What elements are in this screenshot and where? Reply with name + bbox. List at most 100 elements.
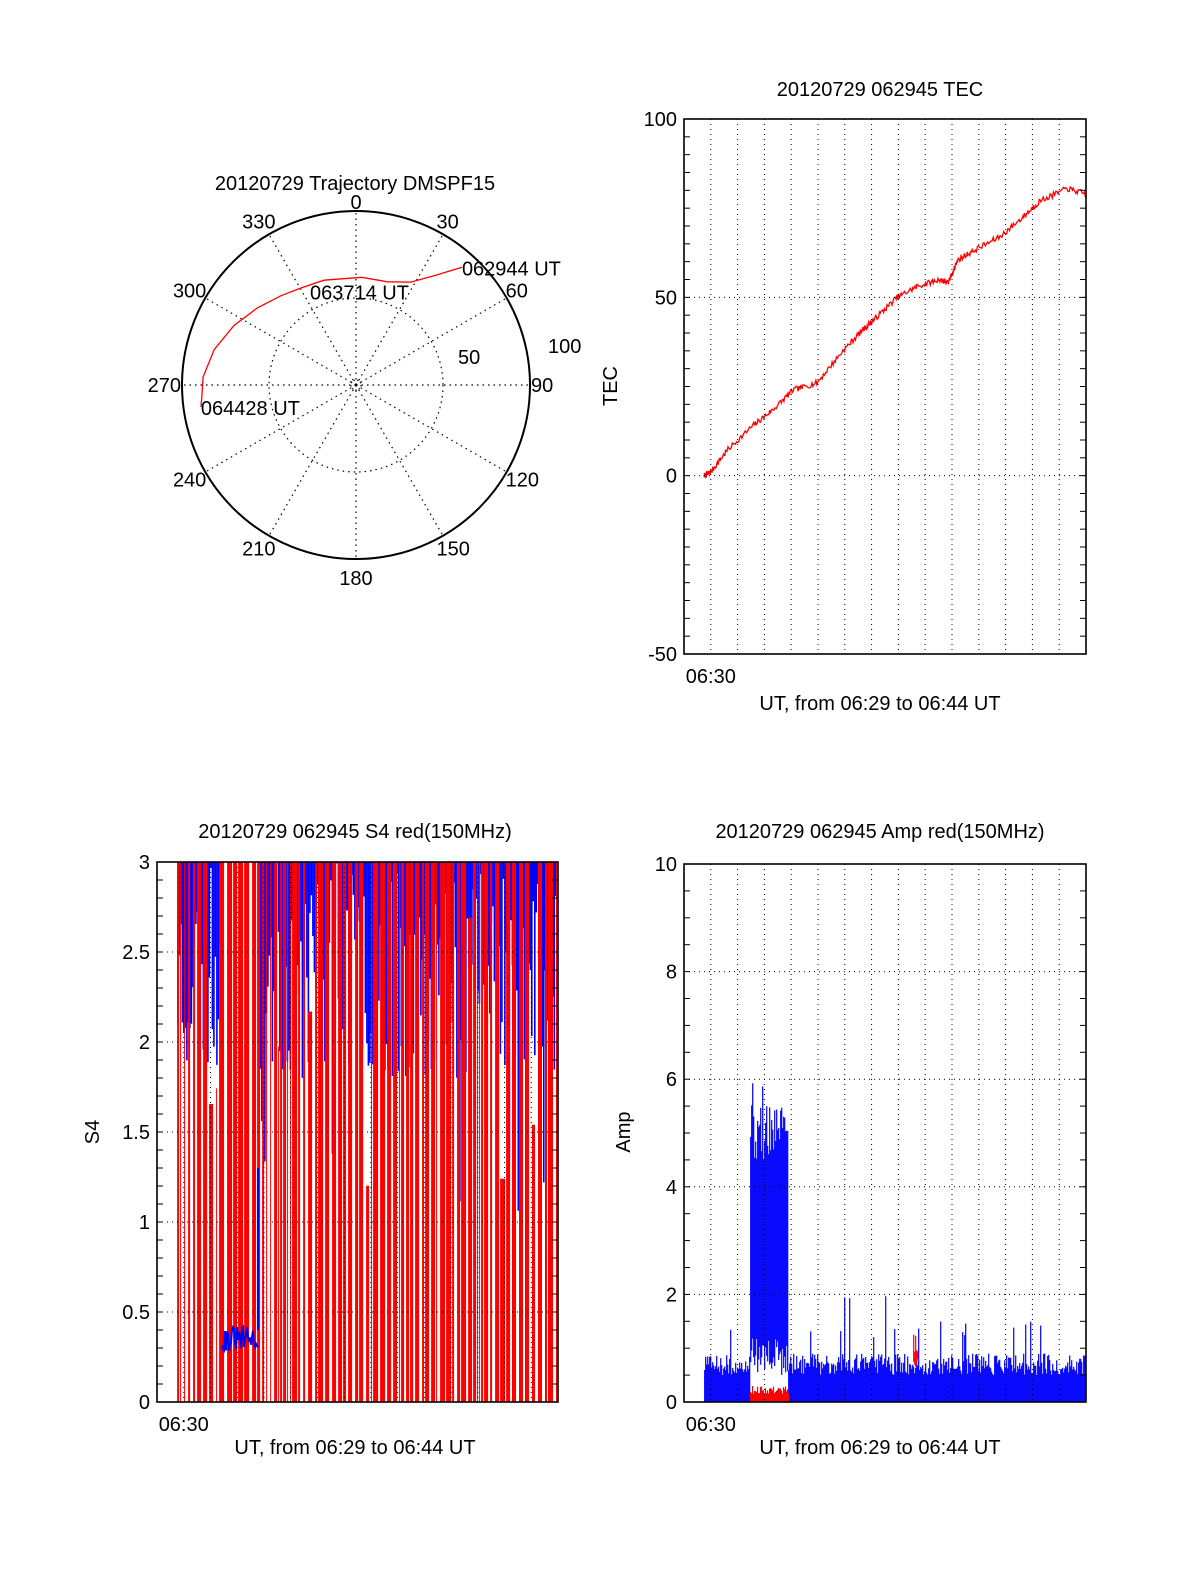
amp-blue-bar [952, 1357, 954, 1402]
amp-blue-bar [901, 1362, 903, 1402]
s4-panel: 20120729 062945 S4 red(150MHz) 0 0.5 1 1.5 2… [82, 821, 559, 1459]
amp-blue-bar [856, 1354, 858, 1402]
amp-blue-bar [908, 1374, 910, 1402]
s4-red-bar [193, 862, 196, 1402]
amp-blue-bar [706, 1364, 708, 1402]
tec-data [703, 186, 1087, 479]
s4-blue-bar [354, 862, 356, 940]
amp-blue-bar [987, 1365, 989, 1402]
amp-blue-bar [879, 1360, 881, 1402]
s4-red-bar [303, 862, 306, 1402]
s4-blue-bar [307, 862, 310, 1062]
amp-blue-bar [1027, 1369, 1029, 1402]
s4-blue-bar [178, 862, 181, 956]
amp-blue-bar [989, 1367, 991, 1402]
s4-blue-bar [264, 862, 266, 1162]
amp-red-bar [753, 1390, 756, 1402]
s4-data [177, 862, 559, 1402]
s4-blue-bar [537, 862, 539, 884]
polar-radial-circle [268, 297, 444, 473]
amp-blue-bar [1002, 1370, 1004, 1402]
amp-blue-bar [719, 1371, 721, 1402]
polar-angle-label: 180 [339, 568, 372, 590]
s4-red-bar [532, 1124, 535, 1402]
amp-blue-bar [875, 1367, 877, 1402]
polar-spoke [355, 384, 444, 536]
amp-blue-bar [708, 1364, 710, 1402]
amp-blue-bar [1033, 1362, 1035, 1402]
s4-blue-bar [195, 862, 197, 925]
amp-blue-bar [1073, 1366, 1075, 1402]
amp-blue-bar [704, 1370, 706, 1402]
s4-xlabel: UT, from 06:29 to 06:44 UT [234, 1437, 475, 1459]
s4-red-bar [278, 1046, 280, 1402]
s4-ticks [157, 879, 558, 1385]
amp-blue-bar [797, 1368, 799, 1402]
s4-blue-bar [429, 862, 431, 979]
amp-blue-bar [1024, 1374, 1026, 1402]
amp-blue-bar [998, 1360, 1000, 1402]
y-tick-label: 3 [139, 852, 150, 874]
s4-red-bar [188, 862, 191, 1402]
amp-blue-bar [1013, 1327, 1015, 1402]
amp-blue-bar [877, 1372, 879, 1402]
s4-blue-bar [304, 862, 307, 904]
s4-red-bar [338, 862, 343, 1402]
y-tick-label: 10 [655, 854, 677, 876]
amp-blue-bar [1052, 1363, 1054, 1402]
amp-blue-bar [811, 1357, 813, 1402]
amp-blue-bar [907, 1356, 909, 1402]
amp-blue-bar [917, 1365, 919, 1402]
amp-blue-bar [1049, 1360, 1051, 1402]
amp-blue-bar [774, 1110, 776, 1366]
amp-blue-bar [1012, 1371, 1014, 1402]
amp-blue-bar [1003, 1373, 1005, 1402]
amp-blue-bar [962, 1332, 964, 1402]
amp-blue-bar [1041, 1362, 1043, 1402]
amp-blue-bar [807, 1362, 809, 1402]
amp-blue-bar [1066, 1367, 1068, 1402]
amp-blue-bar [959, 1366, 961, 1402]
amp-blue-bar [931, 1371, 933, 1402]
amp-blue-bar [717, 1368, 719, 1402]
s4-grid [157, 862, 558, 1402]
amp-blue-bar [926, 1372, 928, 1402]
amp-blue-bar [743, 1371, 745, 1402]
s4-ylabel: S4 [82, 1120, 104, 1144]
s4-blue-bar [184, 862, 187, 1028]
amp-blue-bar [1011, 1365, 1013, 1402]
amp-blue-bar [874, 1360, 876, 1402]
amp-blue-bar [819, 1363, 821, 1402]
amp-blue-bar [712, 1362, 714, 1402]
polar-angle-label: 30 [437, 211, 459, 233]
amp-blue-bar [894, 1329, 896, 1402]
amp-blue-bar [994, 1356, 996, 1402]
amp-blue-bar [809, 1366, 811, 1402]
amp-blue-bar [1080, 1358, 1082, 1402]
amp-blue-bar [945, 1362, 947, 1402]
amp-blue-bar [739, 1362, 741, 1402]
trajectory-series [200, 266, 463, 407]
polar-angle-label: 60 [506, 281, 528, 303]
s4-red-bar [538, 862, 542, 1402]
s4-blue-bar [372, 862, 374, 1065]
s4-blue-bar [483, 862, 485, 985]
amp-red-bar [917, 1351, 919, 1360]
amp-blue-bar [958, 1359, 960, 1402]
amp-blue-bar [868, 1367, 870, 1402]
amp-blue-bar [906, 1373, 908, 1402]
amp-blue-bar [936, 1360, 938, 1402]
amp-blue-bar [843, 1359, 845, 1402]
amp-red-bar [768, 1388, 771, 1402]
annotation-mid: 063714 UT [310, 283, 409, 305]
amp-blue-bar [837, 1362, 839, 1402]
amp-blue-bar [1061, 1369, 1063, 1402]
amp-red-bar [916, 1350, 918, 1365]
amp-blue-bar [903, 1362, 905, 1402]
s4-red-bar [252, 862, 257, 1402]
tec-grid [684, 119, 1086, 654]
amp-blue-bar [832, 1365, 834, 1402]
amp-blue-bar [1047, 1355, 1049, 1402]
s4-blue-bar [555, 862, 557, 896]
s4-blue-bar [367, 862, 370, 1066]
